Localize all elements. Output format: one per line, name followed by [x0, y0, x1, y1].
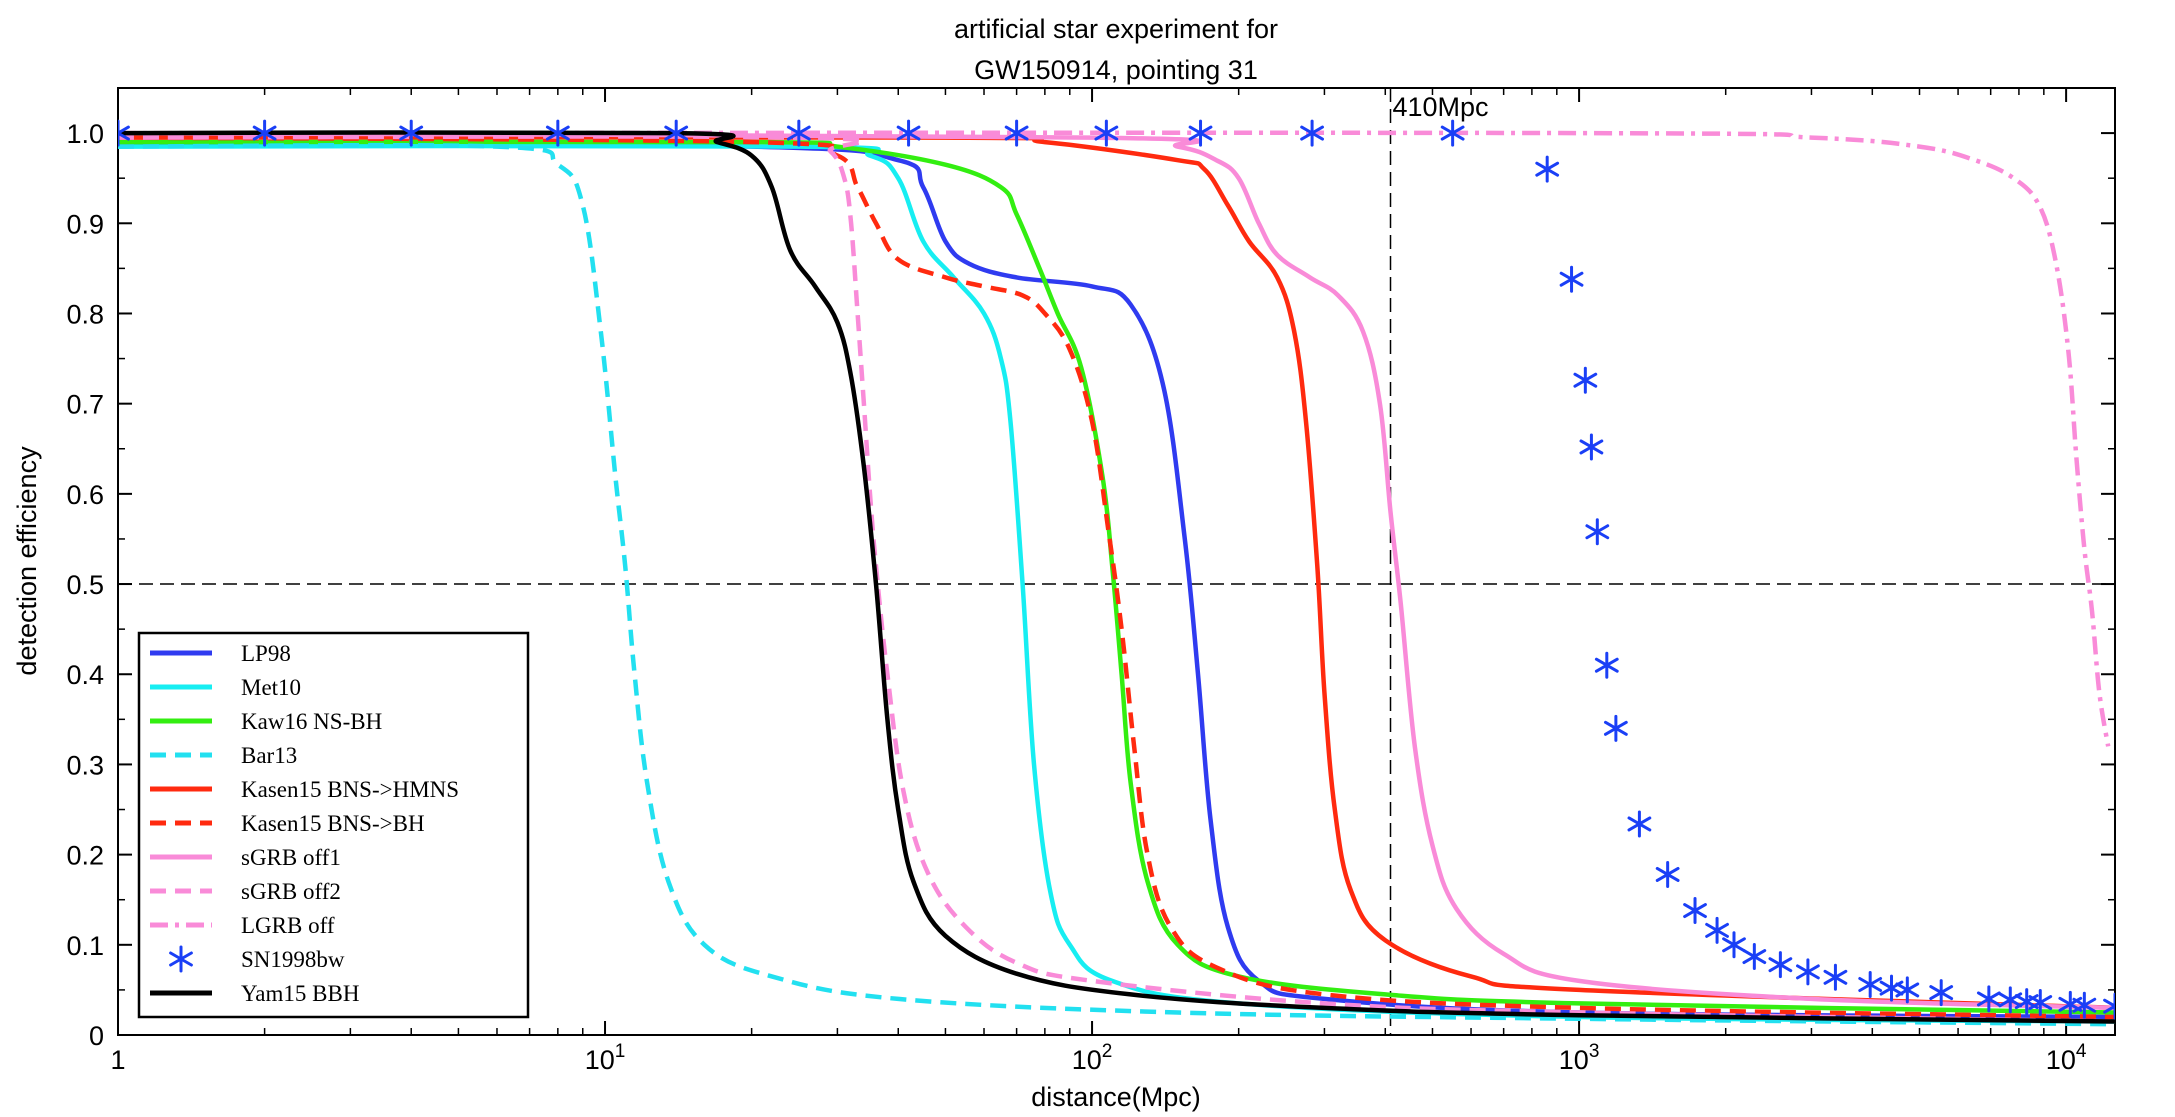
- y-tick-label: 0.5: [66, 570, 104, 600]
- data-point-sn1998bw: [1796, 958, 1820, 986]
- legend-label: sGRB off2: [241, 879, 341, 904]
- y-tick-label: 0: [89, 1021, 104, 1051]
- reference-line-label: 410Mpc: [1393, 92, 1489, 122]
- data-point-sn1998bw: [2072, 991, 2097, 1019]
- data-point-sn1998bw: [2028, 989, 2053, 1017]
- x-tick-label: 102: [1072, 1041, 1113, 1075]
- data-point-sn1998bw: [1573, 366, 1598, 394]
- legend-label: Bar13: [241, 743, 297, 768]
- chart-title-line-1: artificial star experiment for: [954, 14, 1278, 44]
- data-point-sn1998bw: [1300, 119, 1324, 147]
- data-point-sn1998bw: [118, 119, 130, 147]
- y-axis-label: detection efficiency: [12, 446, 42, 676]
- legend-item: LGRB off: [150, 913, 335, 938]
- x-tick-label: 104: [2046, 1041, 2087, 1075]
- series-sgrb-off1: [118, 130, 2115, 1011]
- data-point-sn1998bw: [1535, 155, 1560, 183]
- reference-lines: [118, 88, 2115, 1035]
- legend-label: SN1998bw: [241, 947, 345, 972]
- x-tick-label: 1: [110, 1045, 125, 1075]
- y-tick-label: 0.3: [66, 750, 104, 780]
- series-bar13: [118, 142, 2115, 1027]
- data-point-sn1998bw: [896, 119, 921, 147]
- legend-label: Kaw16 NS-BH: [241, 709, 382, 734]
- data-point-sn1998bw: [1188, 119, 1213, 147]
- data-point-sn1998bw: [1094, 119, 1119, 147]
- legend: LP98 Met10 Kaw16 NS-BH Bar13 Kasen15 BNS->HM…: [137, 631, 530, 1019]
- data-point-sn1998bw: [1683, 897, 1707, 925]
- axis-ticks: [117, 88, 2115, 1036]
- y-tick-label: 0.7: [66, 390, 104, 420]
- legend-item: Kasen15 BNS->HMNS: [150, 777, 459, 802]
- data-point-sn1998bw: [1976, 985, 2001, 1013]
- data-point-sn1998bw: [1705, 916, 1729, 944]
- legend-item: Kasen15 BNS->BH: [150, 811, 425, 836]
- legend-label: LGRB off: [241, 913, 335, 938]
- legend-swatch: [169, 945, 193, 973]
- legend-label: Met10: [241, 675, 301, 700]
- data-point-sn1998bw: [1823, 963, 1848, 991]
- legend-label: Kasen15 BNS->HMNS: [241, 777, 459, 802]
- data-point-sn1998bw: [1722, 931, 1746, 959]
- legend-item: sGRB off2: [150, 879, 341, 904]
- data-point-sn1998bw: [1742, 943, 1767, 971]
- data-point-sn1998bw: [1603, 714, 1628, 742]
- data-point-sn1998bw: [1627, 810, 1652, 838]
- legend-label: Kasen15 BNS->BH: [241, 811, 425, 836]
- legend-item: SN1998bw: [169, 945, 345, 973]
- legend-label: LP98: [241, 641, 291, 666]
- series-lp98: [118, 139, 2115, 1020]
- data-point-sn1998bw: [1004, 119, 1029, 147]
- tick-labels: 410Mpc 0 0.1 0.2 0.3 0.4 0.5 0.6 0.7 0.8 0.9 1.0 1 10…: [66, 92, 2086, 1075]
- data-point-sn1998bw: [664, 119, 689, 147]
- data-point-sn1998bw: [1585, 518, 1610, 546]
- series-yam15-bbh: [118, 130, 2115, 1024]
- legend-item: Bar13: [150, 743, 297, 768]
- data-point-sn1998bw: [1858, 970, 1883, 998]
- data-point-sn1998bw: [1440, 119, 1465, 147]
- legend-item: Yam15 BBH: [150, 981, 359, 1006]
- y-tick-label: 0.1: [66, 931, 104, 961]
- series-sn1998bw: [118, 119, 2115, 1020]
- y-tick-label: 0.6: [66, 480, 104, 510]
- legend-item: Kaw16 NS-BH: [150, 709, 382, 734]
- data-point-sn1998bw: [1768, 951, 1793, 979]
- y-tick-label: 0.8: [66, 299, 104, 329]
- data-point-sn1998bw: [399, 119, 424, 147]
- series-lgrb-off: [118, 130, 2111, 747]
- legend-label: Yam15 BBH: [241, 981, 359, 1006]
- chart-title-line-2: GW150914, pointing 31: [974, 55, 1258, 85]
- data-point-sn1998bw: [545, 119, 570, 147]
- y-tick-label: 0.2: [66, 841, 104, 871]
- x-tick-label: 103: [1559, 1041, 1600, 1075]
- legend-item: sGRB off1: [150, 845, 341, 870]
- data-point-sn1998bw: [786, 119, 811, 147]
- series-layer: [118, 119, 2115, 1027]
- plot-area: [117, 87, 2116, 1036]
- data-point-sn1998bw: [1594, 651, 1619, 679]
- data-point-sn1998bw: [252, 119, 277, 147]
- data-point-sn1998bw: [1579, 433, 1604, 461]
- legend-item: LP98: [150, 641, 291, 666]
- data-point-sn1998bw: [2103, 992, 2115, 1020]
- x-axis-label: distance(Mpc): [1031, 1082, 1201, 1112]
- y-tick-label: 1.0: [66, 119, 104, 149]
- x-tick-label: 101: [585, 1041, 626, 1075]
- data-point-sn1998bw: [1655, 860, 1680, 888]
- data-point-sn1998bw: [1895, 976, 1920, 1004]
- legend-item: Met10: [150, 675, 301, 700]
- series-sgrb-off2: [118, 134, 2115, 1024]
- y-tick-label: 0.9: [66, 209, 104, 239]
- y-tick-label: 0.4: [66, 660, 104, 690]
- data-point-sn1998bw: [1559, 265, 1584, 293]
- data-point-sn1998bw: [1929, 979, 1954, 1007]
- legend-label: sGRB off1: [241, 845, 341, 870]
